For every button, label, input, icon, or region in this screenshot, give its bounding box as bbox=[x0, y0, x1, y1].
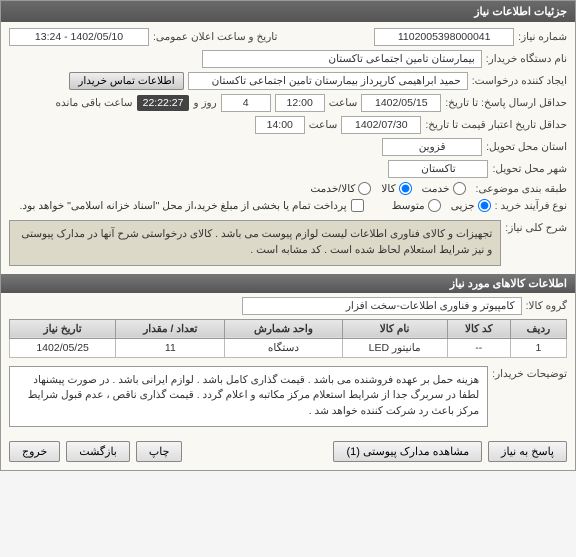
group-label: گروه کالا: bbox=[526, 300, 567, 312]
items-table: ردیف کد کالا نام کالا واحد شمارش تعداد /… bbox=[9, 319, 567, 358]
radio-goods-input[interactable] bbox=[399, 182, 412, 195]
radio-goods-service-input[interactable] bbox=[358, 182, 371, 195]
row-need-desc: شرح کلی نیاز: تجهیزات و کالای فناوری اطل… bbox=[9, 216, 567, 270]
radio-goods[interactable]: کالا bbox=[381, 182, 411, 195]
cell-qty: 11 bbox=[116, 338, 225, 357]
province-label: استان محل تحویل: bbox=[486, 141, 567, 153]
col-code: کد کالا bbox=[447, 319, 510, 338]
cell-date: 1402/05/25 bbox=[10, 338, 116, 357]
row-group: گروه کالا: کامپیوتر و فناوری اطلاعات-سخت… bbox=[9, 297, 567, 315]
validity-date: 1402/07/30 bbox=[341, 116, 421, 134]
buyer-notes-label: توضیحات خریدار: bbox=[492, 362, 567, 380]
creator-label: ایجاد کننده درخواست: bbox=[472, 75, 567, 87]
window-title-bar: جزئیات اطلاعات نیاز bbox=[1, 1, 575, 22]
details-window: جزئیات اطلاعات نیاز شماره نیاز: 11020053… bbox=[0, 0, 576, 471]
contact-info-button[interactable]: اطلاعات تماس خریدار bbox=[69, 72, 183, 90]
content-area: شماره نیاز: 1102005398000041 تاریخ و ساع… bbox=[1, 22, 575, 470]
row-purchase-type: نوع فرآیند خرید : جزیی متوسط پرداخت تمام… bbox=[9, 199, 567, 212]
row-deadline: حداقل ارسال پاسخ: تا تاریخ: 1402/05/15 س… bbox=[9, 94, 567, 112]
cell-name: مانیتور LED bbox=[342, 338, 447, 357]
col-name: نام کالا bbox=[342, 319, 447, 338]
treasury-checkbox-row: پرداخت تمام یا بخشی از مبلغ خرید،از محل … bbox=[20, 199, 364, 212]
cell-unit: دستگاه bbox=[225, 338, 342, 357]
time-label-1: ساعت bbox=[329, 97, 358, 109]
row-org: نام دستگاه خریدار: بیمارستان تامین اجتما… bbox=[9, 50, 567, 68]
need-desc-text: تجهیزات و کالای فناوری اطلاعات لیست لواز… bbox=[9, 220, 501, 266]
row-buyer-notes: توضیحات خریدار: هزینه حمل بر عهده فروشند… bbox=[9, 362, 567, 431]
col-idx: ردیف bbox=[510, 319, 566, 338]
validity-label: حداقل تاریخ اعتبار قیمت تا تاریخ: bbox=[425, 119, 567, 131]
radio-partial[interactable]: جزیی bbox=[451, 199, 491, 212]
radio-partial-input[interactable] bbox=[478, 199, 491, 212]
row-creator: ایجاد کننده درخواست: حمید ابراهیمی کارپر… bbox=[9, 72, 567, 90]
print-button[interactable]: چاپ bbox=[136, 441, 183, 462]
need-desc-label: شرح کلی نیاز: bbox=[505, 216, 567, 234]
footer-buttons: پاسخ به نیاز مشاهده مدارک پیوستی (1) چاپ… bbox=[9, 435, 567, 464]
deadline-label: حداقل ارسال پاسخ: تا تاریخ: bbox=[445, 97, 567, 109]
need-no-label: شماره نیاز: bbox=[518, 31, 567, 43]
row-classification: طبقه بندی موضوعی: خدمت کالا کالا/خدمت bbox=[9, 182, 567, 195]
city-value: تاکستان bbox=[388, 160, 488, 178]
city-label: شهر محل تحویل: bbox=[492, 163, 567, 175]
province-value: قزوین bbox=[382, 138, 482, 156]
announce-label: تاریخ و ساعت اعلان عمومی: bbox=[153, 31, 277, 43]
window-title: جزئیات اطلاعات نیاز bbox=[474, 6, 567, 18]
row-city: شهر محل تحویل: تاکستان bbox=[9, 160, 567, 178]
deadline-date: 1402/05/15 bbox=[361, 94, 441, 112]
days-remaining: 4 bbox=[221, 94, 271, 112]
exit-button[interactable]: خروج bbox=[9, 441, 60, 462]
countdown-timer: 22:22:27 bbox=[137, 95, 190, 111]
radio-service[interactable]: خدمت bbox=[422, 182, 466, 195]
group-value: کامپیوتر و فناوری اطلاعات-سخت افزار bbox=[242, 297, 522, 315]
row-need-no: شماره نیاز: 1102005398000041 تاریخ و ساع… bbox=[9, 28, 567, 46]
col-date: تاریخ نیاز bbox=[10, 319, 116, 338]
radio-service-input[interactable] bbox=[453, 182, 466, 195]
back-button[interactable]: بازگشت bbox=[66, 441, 130, 462]
cell-idx: 1 bbox=[510, 338, 566, 357]
treasury-checkbox[interactable] bbox=[351, 199, 364, 212]
respond-button[interactable]: پاسخ به نیاز bbox=[488, 441, 567, 462]
time-label-2: ساعت bbox=[309, 119, 338, 131]
table-row[interactable]: 1 -- مانیتور LED دستگاه 11 1402/05/25 bbox=[10, 338, 567, 357]
radio-goods-service[interactable]: کالا/خدمت bbox=[310, 182, 371, 195]
cell-code: -- bbox=[447, 338, 510, 357]
treasury-checkbox-label: پرداخت تمام یا بخشی از مبلغ خرید،از محل … bbox=[20, 200, 347, 212]
purchase-type-label: نوع فرآیند خرید : bbox=[495, 200, 567, 212]
radio-medium-input[interactable] bbox=[428, 199, 441, 212]
remain-label: ساعت باقی مانده bbox=[56, 97, 133, 109]
announce-value: 1402/05/10 - 13:24 bbox=[9, 28, 149, 46]
radio-medium[interactable]: متوسط bbox=[392, 199, 441, 212]
org-label: نام دستگاه خریدار: bbox=[486, 53, 567, 65]
day-label: روز و bbox=[193, 97, 216, 109]
col-qty: تعداد / مقدار bbox=[116, 319, 225, 338]
classification-label: طبقه بندی موضوعی: bbox=[476, 183, 567, 195]
row-province: استان محل تحویل: قزوین bbox=[9, 138, 567, 156]
attachments-button[interactable]: مشاهده مدارک پیوستی (1) bbox=[333, 441, 482, 462]
row-validity: حداقل تاریخ اعتبار قیمت تا تاریخ: 1402/0… bbox=[9, 116, 567, 134]
creator-value: حمید ابراهیمی کارپرداز بیمارستان تامین ا… bbox=[188, 72, 468, 90]
items-section-title: اطلاعات کالاهای مورد نیاز bbox=[1, 274, 575, 293]
buyer-notes-text: هزینه حمل بر عهده فروشنده می باشد . قیمت… bbox=[9, 366, 488, 427]
org-value: بیمارستان تامین اجتماعی تاکستان bbox=[202, 50, 482, 68]
col-unit: واحد شمارش bbox=[225, 319, 342, 338]
validity-time: 14:00 bbox=[255, 116, 305, 134]
deadline-time: 12:00 bbox=[275, 94, 325, 112]
table-header-row: ردیف کد کالا نام کالا واحد شمارش تعداد /… bbox=[10, 319, 567, 338]
need-no-value: 1102005398000041 bbox=[374, 28, 514, 46]
